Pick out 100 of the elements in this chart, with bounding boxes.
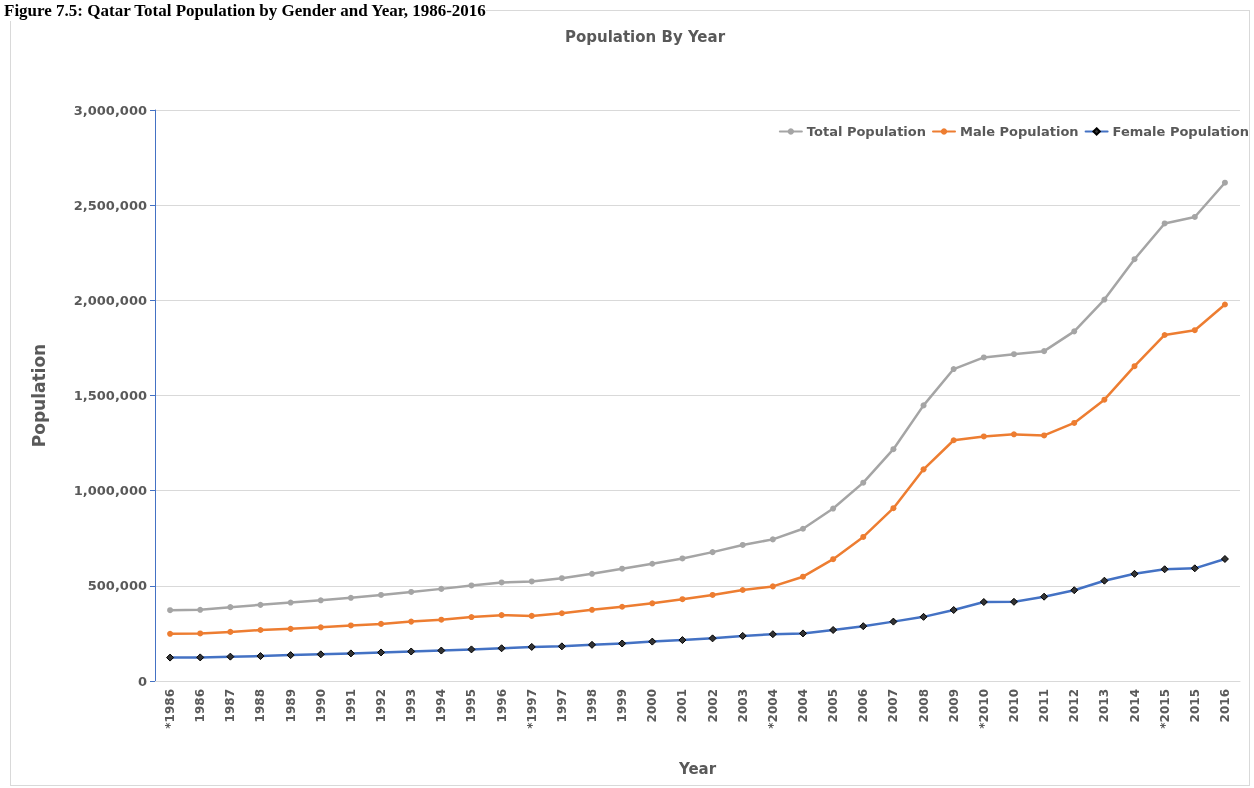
point xyxy=(197,630,204,637)
x-tick-label: 1988 xyxy=(253,689,268,723)
point xyxy=(589,570,596,577)
x-tick-label: *2015 xyxy=(1157,689,1172,729)
legend-label: Total Population xyxy=(806,124,927,139)
x-tick-label: 2002 xyxy=(705,689,720,723)
point xyxy=(830,505,837,512)
x-tick-label: 2010 xyxy=(1006,689,1021,723)
x-tick-label: 2016 xyxy=(1217,689,1232,723)
point xyxy=(347,622,354,629)
point xyxy=(1101,396,1108,403)
y-tick-label: 500,000 xyxy=(87,578,147,594)
point xyxy=(528,612,535,619)
x-tick-label: 1998 xyxy=(585,689,600,723)
x-tick-label: *1986 xyxy=(163,689,178,729)
point xyxy=(1041,432,1048,439)
point xyxy=(498,579,505,586)
x-tick-label: 2009 xyxy=(946,689,961,723)
x-tick-label: 2005 xyxy=(826,689,841,723)
point xyxy=(378,591,385,598)
point xyxy=(1131,363,1138,370)
point xyxy=(227,628,234,635)
point xyxy=(408,618,415,625)
point xyxy=(528,578,535,585)
point xyxy=(950,437,957,444)
x-tick-label: 1992 xyxy=(374,689,389,723)
point xyxy=(167,630,174,637)
x-tick-label: 1989 xyxy=(283,689,298,723)
point xyxy=(619,565,626,572)
point xyxy=(980,354,987,361)
point xyxy=(739,587,746,594)
x-tick-label: 2014 xyxy=(1127,689,1142,723)
x-tick-label: 1990 xyxy=(313,689,328,723)
x-tick-label: 1995 xyxy=(464,689,479,723)
legend-label: Male Population xyxy=(960,124,1079,139)
point xyxy=(1161,220,1168,227)
point xyxy=(1041,348,1048,355)
x-tick-label: 2004 xyxy=(795,689,810,723)
chart-title: Figure 7.5: Qatar Total Population by Gender and Year, 1986-2016 xyxy=(4,1,486,21)
point xyxy=(558,610,565,617)
x-tick-label: 1997 xyxy=(554,689,569,723)
point xyxy=(709,591,716,598)
point xyxy=(1071,328,1078,335)
point xyxy=(1221,179,1228,186)
point xyxy=(1221,301,1228,308)
point xyxy=(317,597,324,604)
point xyxy=(257,601,264,608)
point xyxy=(1010,351,1017,358)
point xyxy=(890,505,897,512)
x-tick-label: *2004 xyxy=(765,689,780,729)
x-tick-label: 1986 xyxy=(193,689,208,723)
point xyxy=(799,525,806,532)
point xyxy=(468,614,475,621)
point xyxy=(589,606,596,613)
x-tick-label: 1996 xyxy=(494,689,509,723)
point xyxy=(167,607,174,614)
y-tick-label: 2,500,000 xyxy=(73,197,147,213)
point xyxy=(679,555,686,562)
point xyxy=(980,433,987,440)
x-axis-title: Year xyxy=(677,759,717,778)
point xyxy=(197,606,204,613)
point xyxy=(1161,331,1168,338)
point xyxy=(649,600,656,607)
x-tick-label: 1987 xyxy=(223,689,238,723)
x-tick-label: 1993 xyxy=(404,689,419,723)
y-tick-label: 2,000,000 xyxy=(73,292,147,308)
x-tick-label: *1997 xyxy=(524,689,539,729)
point xyxy=(860,533,867,540)
point xyxy=(257,626,264,633)
x-tick-label: 2000 xyxy=(645,689,660,723)
point xyxy=(378,620,385,627)
point xyxy=(287,599,294,606)
point xyxy=(739,541,746,548)
point xyxy=(1010,431,1017,438)
legend-label: Female Population xyxy=(1112,124,1250,139)
point xyxy=(649,560,656,567)
point xyxy=(558,575,565,582)
point xyxy=(769,583,776,590)
x-tick-label: 2013 xyxy=(1097,689,1112,723)
point xyxy=(1131,256,1138,263)
y-tick-label: 3,000,000 xyxy=(73,102,147,118)
x-tick-label: 1994 xyxy=(434,689,449,723)
point xyxy=(679,596,686,603)
y-tick-label: 1,500,000 xyxy=(73,388,147,403)
x-tick-label: 2015 xyxy=(1187,689,1202,723)
point xyxy=(1101,296,1108,303)
point xyxy=(920,402,927,409)
y-tick-label: 1,000,000 xyxy=(73,483,147,499)
point xyxy=(950,366,957,373)
point xyxy=(830,556,837,563)
x-tick-label: *2010 xyxy=(976,689,991,729)
point xyxy=(438,585,445,592)
point xyxy=(1071,419,1078,426)
x-tick-label: 1999 xyxy=(615,689,630,723)
x-tick-label: 2003 xyxy=(735,689,750,723)
x-tick-label: 1991 xyxy=(343,689,358,723)
x-tick-label: 2001 xyxy=(675,689,690,723)
point xyxy=(468,582,475,589)
y-axis-title: Population xyxy=(28,343,49,448)
point xyxy=(769,536,776,543)
